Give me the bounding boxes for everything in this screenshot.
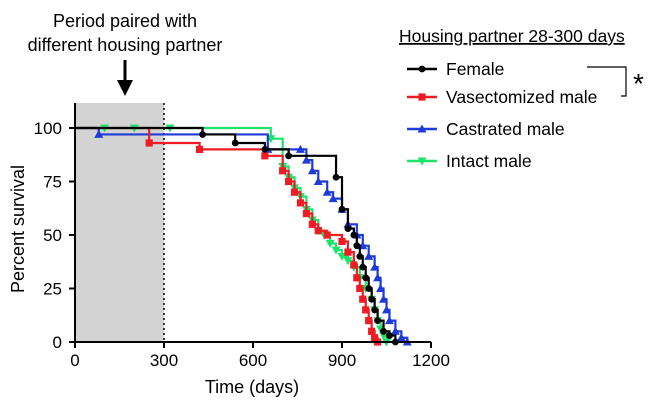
female-point (380, 327, 387, 335)
castrated-male-point (379, 294, 389, 303)
legend: Female Vasectomized male Castrated male Int… (407, 59, 597, 171)
vasectomized-male-point (279, 167, 287, 175)
annotation-arrow (117, 60, 133, 96)
vasectomized-male-point (285, 177, 293, 186)
castrated-male-point (390, 326, 400, 335)
intact-male-point (343, 257, 353, 266)
x-axis-label: Time (days) (205, 377, 299, 397)
female-point (344, 225, 352, 232)
vasectomized-male-point (356, 284, 364, 293)
legend-item-vasectomized-male: Vasectomized male (407, 87, 597, 107)
female-point (356, 253, 364, 260)
female-point (353, 242, 361, 250)
castrated-male-point (313, 177, 323, 185)
female-point (231, 139, 239, 147)
female-point (350, 231, 358, 239)
series-layer (75, 124, 412, 347)
vasectomized-male-point (353, 274, 361, 282)
castrated-male-point (382, 305, 391, 314)
y-tick-label: 75 (43, 173, 62, 192)
legend-item-intact-male: Intact male (407, 151, 532, 171)
female-point (362, 274, 370, 282)
legend-label: Castrated male (446, 119, 565, 139)
castrated-male-series (75, 126, 412, 346)
intact-male-point (325, 240, 335, 249)
legend-swatch-marker (418, 65, 426, 73)
axis-ticks (69, 127, 432, 348)
castrated-male-point (301, 155, 311, 164)
significance-bracket (587, 66, 627, 97)
significance-star: * (633, 68, 644, 99)
legend-swatch-marker (418, 93, 426, 101)
legend-swatch-marker (417, 157, 427, 166)
intact-male-point (331, 246, 341, 255)
castrated-male-point (94, 129, 104, 138)
vasectomized-male-point (365, 317, 373, 325)
x-tick-label: 600 (239, 351, 267, 370)
castrated-male-point (322, 187, 332, 196)
x-tick-label: 0 (70, 351, 79, 370)
castrated-male-point (307, 166, 317, 175)
y-axis-label: Percent survival (8, 165, 28, 293)
castrated-male-point (364, 251, 374, 260)
legend-title: Housing partner 28-300 days (399, 26, 625, 46)
annotation-line-1: Period paired with (53, 11, 197, 31)
annotation-line-2: different housing partner (28, 35, 223, 55)
castrated-male-point (370, 262, 380, 271)
legend-label: Intact male (446, 151, 532, 171)
female-point (332, 173, 340, 181)
vasectomized-male-point (323, 231, 331, 239)
castrated-male-point (384, 316, 394, 325)
vasectomized-male-point (368, 327, 376, 335)
vasectomized-male-point (145, 139, 153, 147)
castrated-male-point (376, 284, 386, 292)
female-point (199, 131, 206, 138)
legend-item-female: Female (407, 59, 504, 79)
female-point (261, 146, 269, 153)
legend-swatch-marker (417, 124, 427, 133)
vasectomized-male-point (290, 188, 299, 196)
castrated-male-point (373, 273, 383, 282)
y-tick-label: 0 (53, 333, 62, 352)
legend-label: Female (446, 59, 504, 79)
y-tick-label: 100 (34, 119, 62, 138)
vasectomized-male-point (196, 145, 204, 153)
vasectomized-male-point (302, 210, 310, 218)
shaded-period (75, 103, 164, 342)
female-point (368, 295, 376, 303)
intact-male-point (379, 332, 389, 341)
female-point (365, 285, 373, 292)
female-point (371, 306, 379, 314)
vasectomized-male-point (338, 237, 346, 246)
female-point (338, 205, 346, 213)
vasectomized-male-point (371, 334, 379, 342)
female-point (359, 263, 367, 271)
intact-male-point (337, 252, 347, 261)
x-tick-label: 300 (150, 351, 178, 370)
vasectomized-male-point (362, 306, 370, 314)
y-tick-label: 50 (43, 226, 62, 245)
castrated-male-point (295, 144, 305, 153)
vasectomized-male-point (350, 261, 358, 269)
female-point (374, 317, 381, 324)
legend-label: Vasectomized male (446, 87, 597, 107)
vasectomized-male-point (261, 152, 269, 160)
vasectomized-male-point (314, 227, 322, 235)
vasectomized-male-point (359, 295, 367, 303)
vasectomized-male-point (344, 248, 352, 256)
vasectomized-male-point (296, 199, 305, 207)
female-point (285, 152, 292, 160)
y-tick-label: 25 (43, 280, 62, 299)
female-series (75, 126, 399, 346)
vasectomized-male-point (308, 220, 316, 228)
castrated-male-point (328, 194, 338, 203)
x-tick-label: 1200 (412, 351, 450, 370)
female-point (386, 332, 393, 339)
castrated-male-point (396, 333, 406, 342)
legend-item-castrated-male: Castrated male (407, 119, 565, 139)
x-tick-label: 900 (328, 351, 356, 370)
